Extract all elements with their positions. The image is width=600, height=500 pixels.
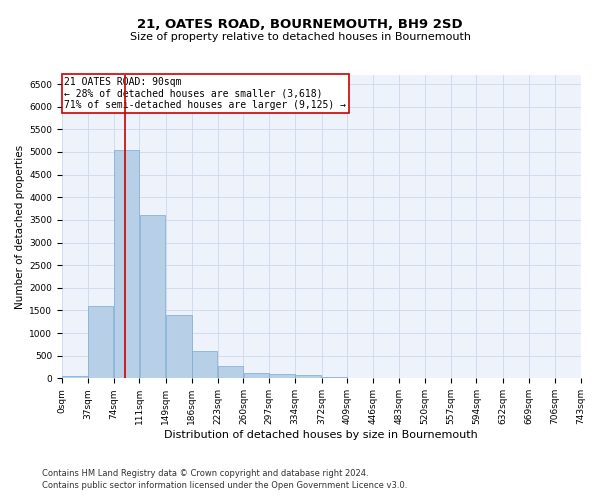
Bar	[269, 374, 295, 378]
Y-axis label: Number of detached properties: Number of detached properties	[15, 144, 25, 308]
Bar	[295, 375, 320, 378]
Bar	[218, 366, 243, 378]
Text: 21, OATES ROAD, BOURNEMOUTH, BH9 2SD: 21, OATES ROAD, BOURNEMOUTH, BH9 2SD	[137, 18, 463, 30]
Text: Size of property relative to detached houses in Bournemouth: Size of property relative to detached ho…	[130, 32, 470, 42]
Bar	[244, 373, 269, 378]
X-axis label: Distribution of detached houses by size in Bournemouth: Distribution of detached houses by size …	[164, 430, 478, 440]
Bar	[166, 315, 191, 378]
Text: Contains public sector information licensed under the Open Government Licence v3: Contains public sector information licen…	[42, 481, 407, 490]
Bar	[62, 376, 88, 378]
Bar	[114, 150, 139, 378]
Text: Contains HM Land Registry data © Crown copyright and database right 2024.: Contains HM Land Registry data © Crown c…	[42, 468, 368, 477]
Bar	[322, 377, 347, 378]
Bar	[88, 306, 113, 378]
Bar	[192, 351, 217, 378]
Bar	[140, 216, 165, 378]
Text: 21 OATES ROAD: 90sqm
← 28% of detached houses are smaller (3,618)
71% of semi-de: 21 OATES ROAD: 90sqm ← 28% of detached h…	[64, 76, 346, 110]
